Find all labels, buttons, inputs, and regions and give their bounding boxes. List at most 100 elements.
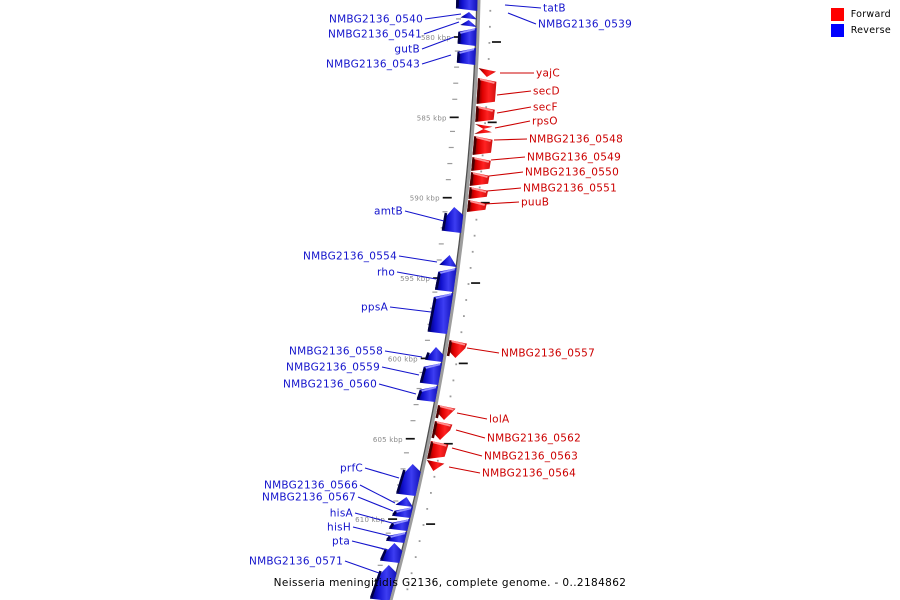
gene-shape-pta[interactable]: [379, 543, 403, 563]
gene-shape-NMBG2136_0554[interactable]: [439, 255, 457, 267]
gene-NMBG2136_0560[interactable]: [416, 386, 439, 402]
gene-bevel: [470, 200, 485, 206]
gene-puuB[interactable]: [467, 200, 487, 212]
gene-rpsO[interactable]: [474, 124, 493, 134]
gene-label-puuB: puuB: [521, 197, 549, 209]
gene-connector-hisA: [354, 512, 393, 524]
gene-shape-NMBG2136_0540[interactable]: [460, 12, 478, 20]
gene-shape-puuB[interactable]: [467, 200, 487, 212]
gene-NMBG2136_0554[interactable]: [439, 255, 457, 267]
gene-connector-gutB: [421, 36, 455, 50]
dot-tick: [489, 25, 491, 28]
gene-NMBG2136_0549[interactable]: [471, 157, 491, 171]
gene-pta[interactable]: [379, 543, 403, 563]
gene-shape-NMBG2136_0558[interactable]: [424, 347, 444, 362]
gene-secD[interactable]: [476, 78, 497, 104]
gene-shade: [472, 136, 477, 155]
legend-forward-row: Forward: [830, 7, 891, 22]
legend-reverse-label: Reverse: [850, 25, 891, 36]
gene-shade: [427, 441, 434, 459]
gene-hisH[interactable]: [385, 532, 407, 543]
gene-shape-secD[interactable]: [476, 78, 497, 104]
dot-tick: [467, 283, 470, 285]
gene-NMBG2136_0567[interactable]: [391, 507, 413, 518]
scale-tick-label: 595 kbp: [400, 275, 430, 283]
gene-label-NMBG2136_0559: NMBG2136_0559: [286, 362, 380, 374]
gene-shade: [471, 157, 476, 171]
gene-shape-NMBG2136_0551[interactable]: [468, 187, 488, 199]
scale-tick-label: 600 kbp: [388, 355, 418, 363]
gene-NMBG2136_0564[interactable]: [426, 460, 445, 471]
dot-tick: [452, 379, 455, 382]
gene-bevel: [471, 187, 487, 193]
gene-bevel: [460, 28, 475, 34]
gene-NMBG2136_0557[interactable]: [446, 340, 467, 358]
gene-gutB[interactable]: [457, 28, 477, 46]
gene-shape-NMBG2136_0564[interactable]: [426, 460, 445, 471]
dot-tick: [489, 9, 492, 12]
gene-NMBG2136_0562[interactable]: [431, 421, 453, 440]
scale-tick-label: 580 kbp: [421, 34, 451, 42]
legend-forward-label: Forward: [850, 9, 891, 20]
gene-connector-amtB: [404, 210, 445, 222]
gene-bevel: [421, 386, 437, 392]
gene-connector-NMBG2136_0543: [421, 54, 452, 65]
gene-label-NMBG2136_0563: NMBG2136_0563: [484, 451, 578, 463]
gene-hisA[interactable]: [388, 519, 411, 531]
gene-NMBG2136_0543[interactable]: [456, 48, 476, 65]
gene-shape-NMBG2136_0541[interactable]: [460, 20, 477, 27]
gene-shape-yajC[interactable]: [478, 68, 497, 77]
gene-connector-NMBG2136_0567: [357, 496, 394, 512]
gene-connector-NMBG2136_0557: [466, 347, 500, 354]
gene-connector-pta: [351, 540, 389, 551]
gene-shade: [456, 52, 461, 62]
gene-bevel: [459, 48, 475, 54]
gene-bevel: [478, 106, 493, 112]
gene-NMBG2136_0571[interactable]: [369, 565, 397, 600]
gene-bevel: [474, 157, 490, 163]
gene-shape-prfC[interactable]: [396, 464, 421, 496]
gene-yajC[interactable]: [478, 68, 497, 77]
gene-shape-NMBG2136_0571[interactable]: [369, 565, 397, 600]
gene-NMBG2136_0540[interactable]: [460, 12, 478, 20]
gene-lolA[interactable]: [435, 405, 456, 420]
gene-label-NMBG2136_0564: NMBG2136_0564: [482, 468, 576, 480]
gene-NMBG2136_0550[interactable]: [469, 172, 490, 186]
gene-NMBG2136_0548[interactable]: [472, 136, 493, 155]
gene-amtB[interactable]: [441, 207, 464, 233]
dot-tick: [484, 122, 486, 125]
gene-NMBG2136_0563[interactable]: [427, 441, 449, 459]
gene-prfC[interactable]: [396, 464, 421, 496]
dot-tick: [418, 540, 421, 542]
gene-shade: [457, 32, 461, 43]
gene-shape-unlabeled[interactable]: [455, 0, 478, 11]
gene-NMBG2136_0559[interactable]: [419, 363, 443, 385]
gene-shade: [419, 367, 427, 383]
gene-bevel: [472, 172, 488, 178]
dot-tick: [406, 588, 409, 591]
gene-shape-NMBG2136_0566[interactable]: [395, 497, 414, 507]
gene-NMBG2136_0566[interactable]: [395, 497, 414, 507]
gene-label-NMBG2136_0551: NMBG2136_0551: [523, 183, 617, 195]
gene-label-pta: pta: [332, 536, 350, 548]
gene-label-NMBG2136_0550: NMBG2136_0550: [525, 167, 619, 179]
gene-ppsA[interactable]: [427, 293, 454, 334]
gene-secF[interactable]: [475, 106, 495, 122]
gene-label-rpsO: rpsO: [532, 116, 558, 128]
gene-connector-NMBG2136_0539: [507, 12, 537, 25]
gene-shade: [435, 272, 441, 289]
gene-unlabeled[interactable]: [455, 0, 478, 11]
gene-NMBG2136_0541[interactable]: [460, 20, 477, 27]
gene-NMBG2136_0558[interactable]: [424, 347, 444, 362]
gene-connector-NMBG2136_0549: [490, 156, 526, 161]
gene-shape-amtB[interactable]: [441, 207, 464, 233]
gene-shape-rpsO[interactable]: [474, 129, 492, 134]
gene-bevel: [475, 136, 491, 142]
gene-label-secD: secD: [533, 86, 560, 98]
gene-rho[interactable]: [434, 268, 457, 292]
gene-NMBG2136_0551[interactable]: [468, 187, 488, 199]
gene-shape-rpsO[interactable]: [475, 124, 493, 129]
gene-bevel: [393, 519, 409, 525]
dot-tick: [414, 556, 417, 558]
